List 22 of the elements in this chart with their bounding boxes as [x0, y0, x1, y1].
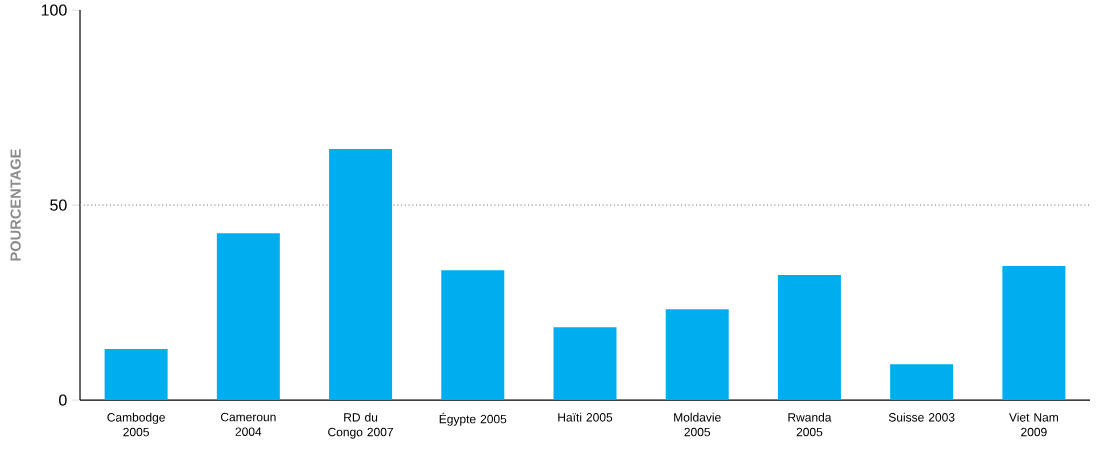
x-tick-label: Suisse 2003 — [888, 412, 955, 422]
x-tick-label: Cameroun 2004 — [220, 412, 276, 436]
y-tick-label: 50 — [50, 199, 67, 211]
x-tick-label: Égypte 2005 — [439, 412, 507, 426]
bar — [665, 309, 729, 401]
bar — [890, 364, 954, 401]
bar — [553, 327, 617, 401]
x-tick-label: RD du Congo 2007 — [328, 412, 393, 439]
y-axis-title: POURCENTAGE — [10, 149, 21, 261]
x-tick-label: Viet Nam 2009 — [1009, 412, 1058, 437]
y-tick-label: 0 — [59, 394, 67, 406]
bar — [216, 233, 280, 401]
x-tick-label: Cambodge 2005 — [107, 412, 165, 437]
x-tick-label: Moldavie 2005 — [674, 412, 721, 437]
y-tick-label: 100 — [41, 4, 67, 16]
bar — [777, 274, 841, 401]
x-tick-label: Haïti 2005 — [558, 412, 613, 422]
bar — [441, 270, 505, 401]
bar — [1002, 265, 1066, 401]
bar — [329, 148, 393, 401]
bar — [104, 348, 168, 401]
x-tick-label: Rwanda 2005 — [788, 412, 832, 437]
